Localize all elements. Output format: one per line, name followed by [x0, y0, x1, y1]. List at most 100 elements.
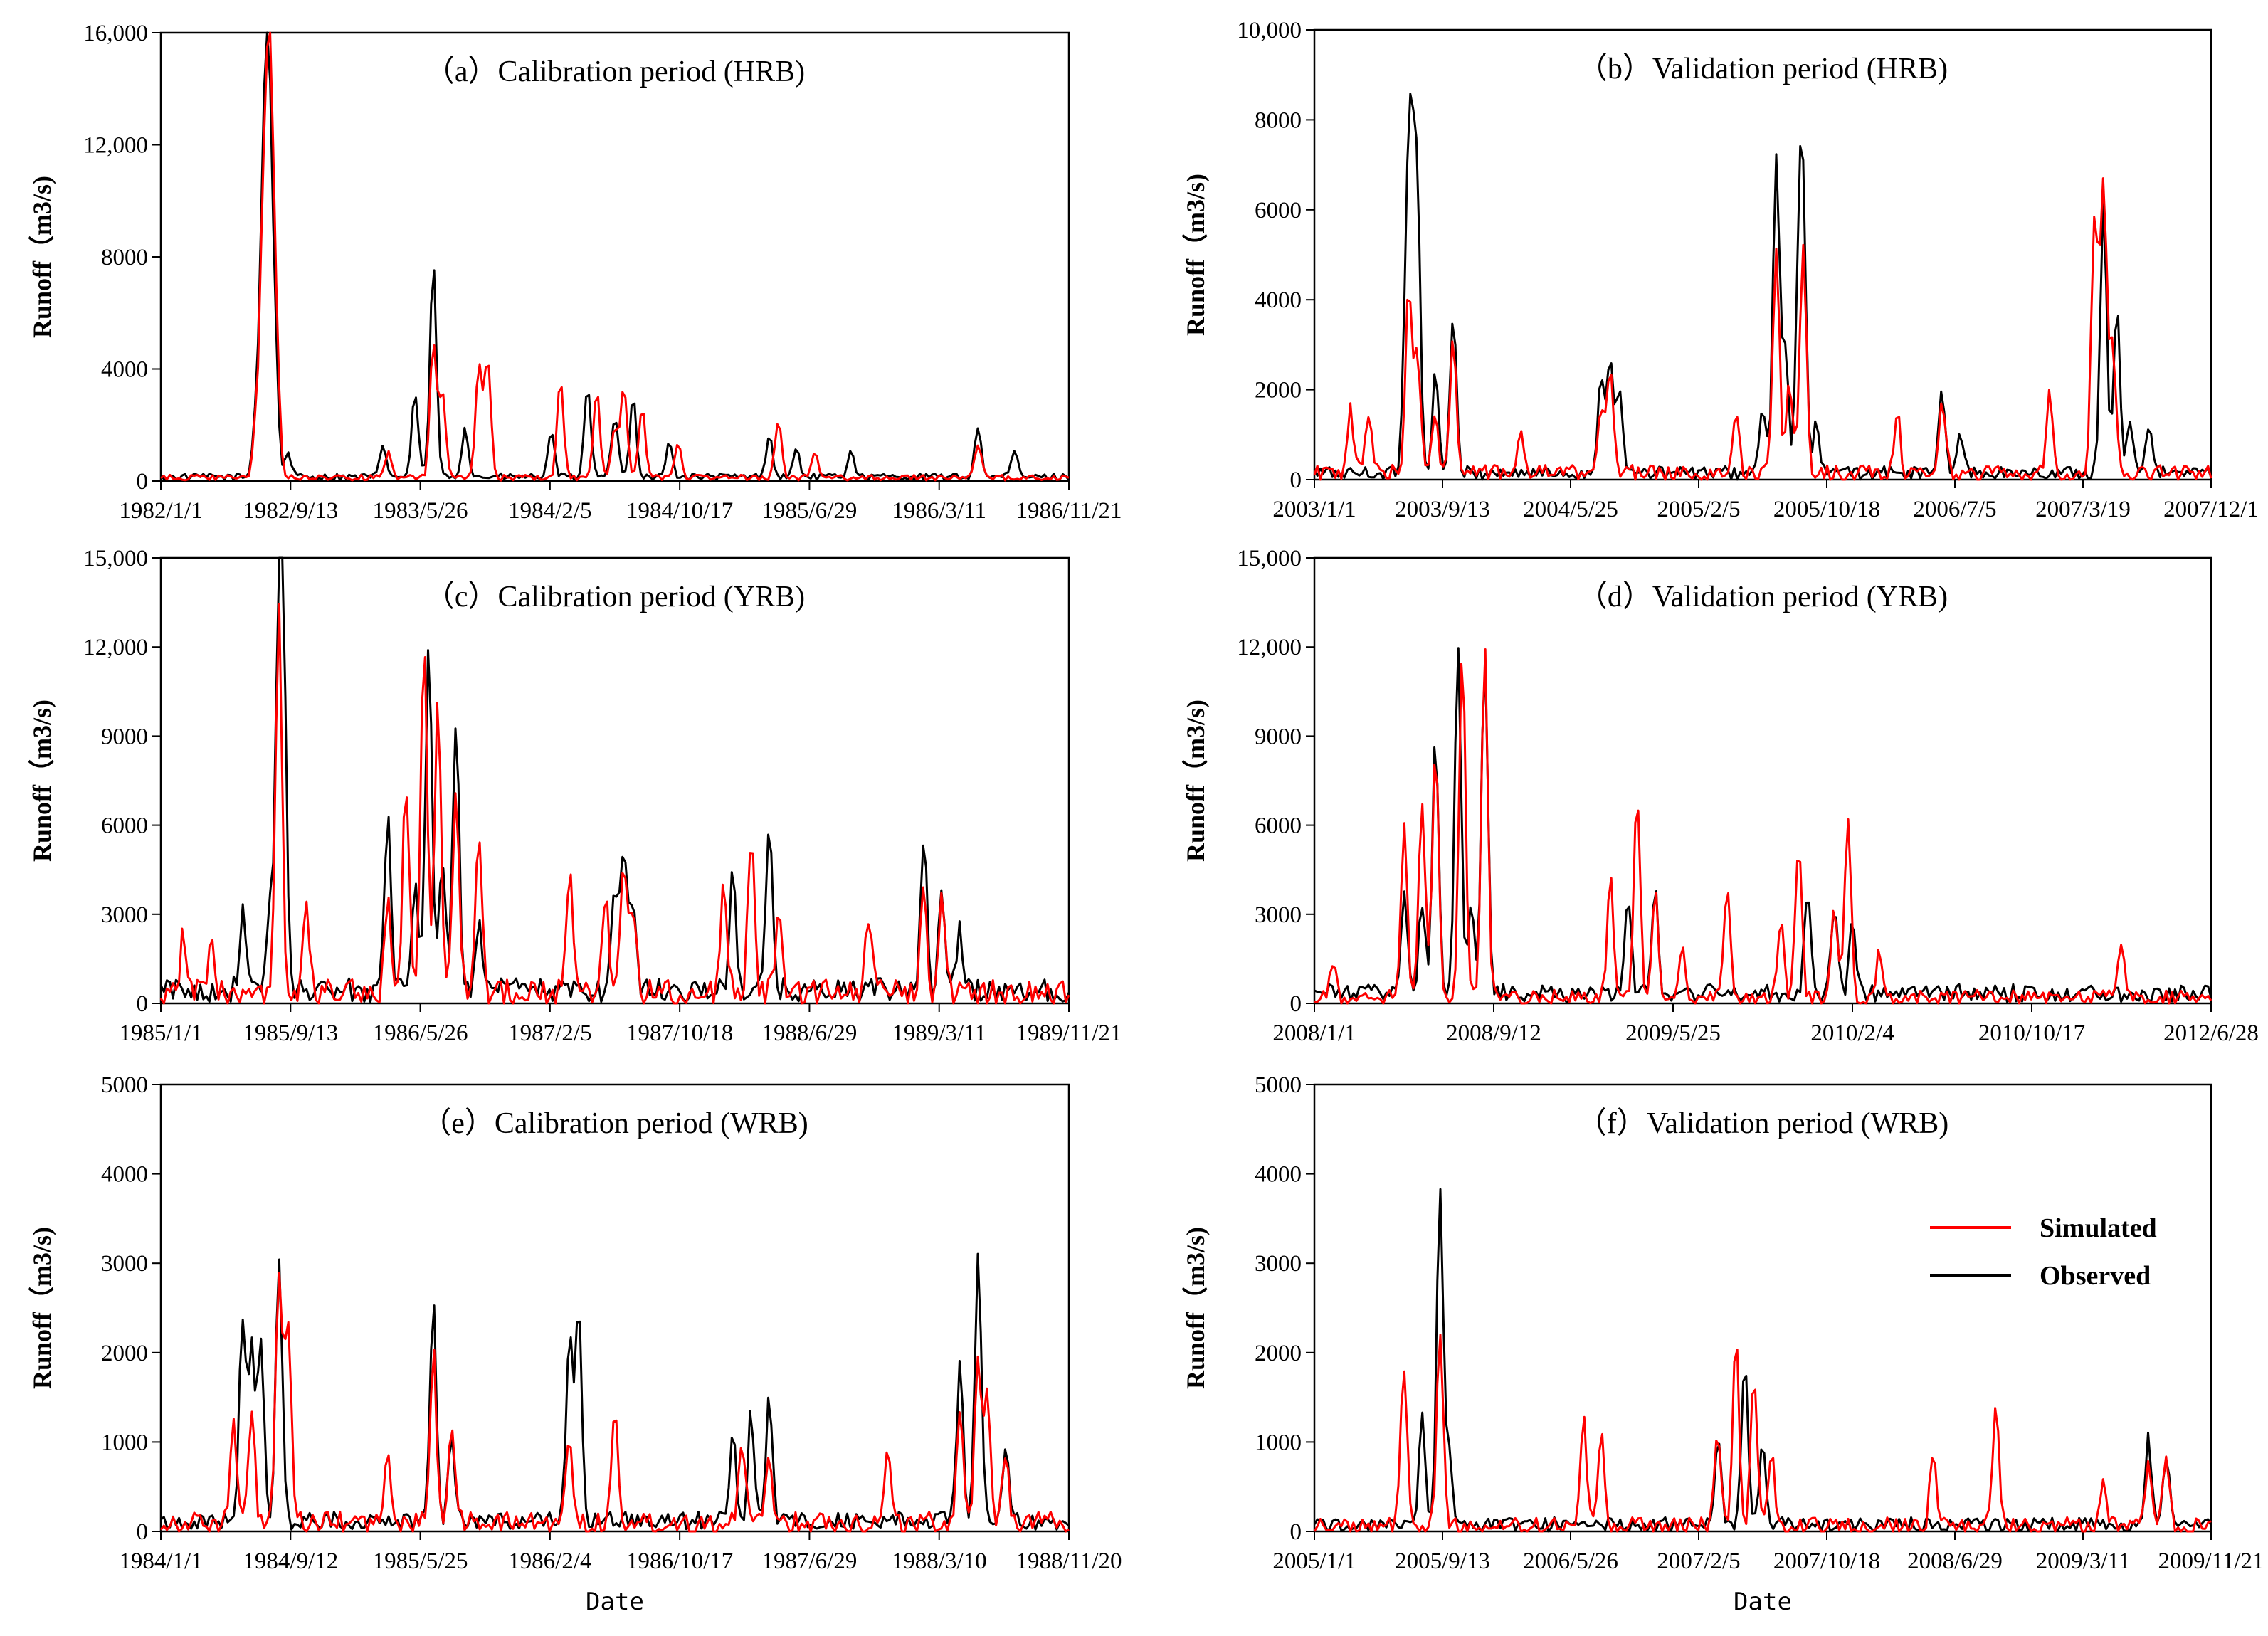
- y-tick-label: 6000: [1255, 198, 1302, 223]
- x-tick-label: 1986/3/11: [892, 498, 986, 524]
- x-tick-label: 2010/2/4: [1810, 1020, 1894, 1046]
- x-tick-label: 1982/1/1: [119, 498, 202, 524]
- y-tick-label: 0: [137, 1519, 149, 1545]
- y-axis-label: Runoff（m3/s): [28, 176, 56, 338]
- series-line-observed: [160, 1252, 1070, 1531]
- y-tick-label: 12,000: [83, 635, 148, 660]
- legend-simulated-label: Simulated: [2040, 1213, 2157, 1243]
- y-tick-label: 6000: [1255, 813, 1302, 839]
- y-tick-label: 9000: [1255, 724, 1302, 749]
- series-line-simulated: [1313, 1334, 2212, 1533]
- x-tick-label: 2007/12/1: [2163, 497, 2259, 522]
- y-tick-label: 8000: [1255, 107, 1302, 133]
- y-tick-label: 15,000: [83, 546, 148, 571]
- x-tick-label: 1989/3/11: [892, 1020, 986, 1046]
- x-tick-label: 2008/1/1: [1272, 1020, 1356, 1046]
- x-tick-label: 1985/5/25: [373, 1548, 468, 1574]
- x-tick-label: 2012/6/28: [2163, 1020, 2259, 1046]
- x-axis-label: Date: [586, 1588, 644, 1616]
- y-tick-label: 1000: [101, 1430, 148, 1455]
- y-tick-label: 2000: [101, 1341, 148, 1366]
- panel-c: （c）Calibration period (YRB) 0 3000 6000 9000…: [28, 546, 1122, 1046]
- x-tick-label: 1984/9/12: [243, 1548, 338, 1574]
- x-tick-label: 2006/5/26: [1523, 1548, 1618, 1574]
- series-line-simulated: [159, 1272, 1070, 1533]
- y-tick-label: 0: [1290, 991, 1302, 1017]
- x-tick-label: 2005/10/18: [1773, 497, 1880, 522]
- y-tick-label: 10,000: [1237, 18, 1302, 43]
- x-tick-label: 1986/11/21: [1016, 498, 1122, 524]
- y-tick-label: 3000: [1255, 1251, 1302, 1277]
- x-tick-label: 2005/9/13: [1395, 1548, 1490, 1574]
- panel-f: （f）Validation period (WRB) 0 1000 2000 3000 4…: [1181, 1072, 2264, 1616]
- x-tick-label: 2003/1/1: [1272, 497, 1356, 522]
- plot-frame: [159, 1083, 1070, 1533]
- x-tick-label: 1987/2/5: [508, 1020, 591, 1046]
- y-tick-label: 2000: [1255, 378, 1302, 403]
- x-tick-label: 2009/3/11: [2036, 1548, 2131, 1574]
- y-tick-label: 0: [1290, 1519, 1302, 1545]
- series-line-simulated: [1313, 177, 2212, 481]
- x-tick-label: 2004/5/25: [1523, 497, 1618, 522]
- x-tick-label: 1987/6/29: [762, 1548, 858, 1574]
- x-tick-label: 1985/9/13: [243, 1020, 338, 1046]
- x-tick-label: 1986/5/26: [373, 1020, 468, 1046]
- plot-frame: [1313, 556, 2212, 1005]
- legend-observed-label: Observed: [2040, 1261, 2151, 1291]
- y-axis-label: Runoff（m3/s): [1181, 174, 1210, 336]
- y-tick-label: 3000: [1255, 902, 1302, 928]
- y-tick-label: 2000: [1255, 1341, 1302, 1366]
- y-tick-label: 12,000: [83, 133, 148, 159]
- plot-frame: [159, 556, 1070, 1005]
- series-line-simulated: [1314, 648, 2212, 1005]
- y-tick-label: 3000: [101, 1251, 148, 1277]
- y-tick-label: 6000: [101, 813, 148, 839]
- x-tick-label: 2008/6/29: [1907, 1548, 2003, 1574]
- y-axis-label: Runoff（m3/s): [1181, 700, 1210, 862]
- panel-b: （b）Validation period (HRB) 0 2000 4000 6000 8…: [1181, 18, 2259, 522]
- y-tick-label: 1000: [1255, 1430, 1302, 1455]
- y-tick-label: 4000: [101, 357, 148, 383]
- plot-frame: [1313, 28, 2212, 481]
- y-tick-label: 5000: [101, 1072, 148, 1098]
- series-line-observed: [159, 556, 1070, 1003]
- x-tick-label: 1989/11/21: [1016, 1020, 1122, 1046]
- x-tick-label: 1982/9/13: [243, 498, 338, 524]
- panel-title: （d）Validation period (YRB): [1578, 581, 1948, 613]
- y-tick-label: 12,000: [1237, 635, 1302, 660]
- x-tick-label: 2010/10/17: [1978, 1020, 2085, 1046]
- panel-title: （a）Calibration period (HRB): [425, 56, 805, 88]
- x-tick-label: 1986/2/4: [508, 1548, 591, 1574]
- x-tick-label: 2007/3/19: [2035, 497, 2131, 522]
- y-tick-label: 0: [137, 469, 149, 495]
- panel-title: （c）Calibration period (YRB): [425, 581, 805, 613]
- y-tick-label: 8000: [101, 245, 148, 270]
- y-tick-label: 5000: [1255, 1072, 1302, 1098]
- panel-a: （a）Calibration period (HRB) 0 4000 8000 12,0…: [28, 21, 1122, 524]
- panel-e: （e）Calibration period (WRB) 0 1000 2000 3000…: [28, 1072, 1122, 1616]
- x-tick-label: 1985/6/29: [762, 498, 858, 524]
- y-tick-label: 15,000: [1237, 546, 1302, 571]
- x-tick-label: 1988/6/29: [762, 1020, 858, 1046]
- y-tick-label: 4000: [1255, 1162, 1302, 1188]
- series-line-observed: [1314, 647, 2212, 1003]
- series-line-observed: [159, 31, 1070, 482]
- y-tick-label: 16,000: [83, 21, 148, 46]
- x-tick-label: 2008/9/12: [1446, 1020, 1541, 1046]
- x-tick-label: 1984/1/1: [119, 1548, 202, 1574]
- legend: Simulated Observed: [1930, 1213, 2157, 1291]
- x-tick-label: 1984/10/17: [626, 498, 733, 524]
- x-axis-label: Date: [1734, 1588, 1792, 1616]
- y-tick-label: 0: [137, 991, 149, 1017]
- x-tick-label: 1984/2/5: [508, 498, 591, 524]
- y-axis-label: Runoff（m3/s): [28, 700, 56, 862]
- x-tick-label: 1988/11/20: [1016, 1548, 1122, 1574]
- plot-frame: [1313, 1083, 2212, 1533]
- series-line-simulated: [160, 31, 1070, 482]
- x-tick-label: 1986/10/17: [626, 1548, 733, 1574]
- x-tick-label: 1983/5/26: [373, 498, 468, 524]
- y-tick-label: 4000: [1255, 287, 1302, 313]
- x-tick-label: 2006/7/5: [1913, 497, 1996, 522]
- panel-title: （f）Validation period (WRB): [1577, 1107, 1949, 1140]
